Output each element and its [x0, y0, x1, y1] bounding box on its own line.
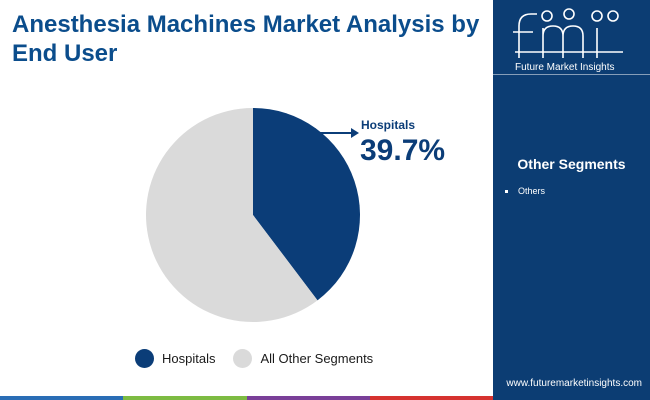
legend-item-hospitals: Hospitals	[135, 348, 216, 368]
pie-slice-all-other-segments	[145, 108, 318, 323]
legend-swatch-hospitals	[135, 348, 154, 368]
website-link[interactable]: www.futuremarketinsights.com	[506, 378, 642, 389]
bar-segment-red	[369, 396, 493, 400]
segments-list: Others	[505, 186, 545, 196]
brand-logo: Future Market Insights	[493, 0, 650, 75]
pie-chart	[145, 108, 360, 323]
other-segments-title: Other Segments	[517, 156, 626, 172]
legend-label-other: All Other Segments	[260, 350, 374, 366]
brand-text: Future Market Insights	[515, 62, 615, 73]
callout-value: 39.7%	[360, 134, 446, 167]
legend-item-other: All Other Segments	[233, 348, 374, 368]
fmi-logo-icon	[513, 8, 623, 58]
legend: Hospitals All Other Segments	[135, 346, 373, 370]
pie-slice-hospitals	[253, 108, 360, 301]
callout-arrow	[320, 128, 359, 138]
side-panel: Future Market Insights Other Segments Ot…	[493, 0, 650, 400]
bar-segment-purple	[246, 396, 370, 400]
list-item: Others	[505, 186, 545, 196]
legend-label-hospitals: Hospitals	[162, 350, 216, 366]
bar-segment-green	[123, 396, 247, 400]
bottom-color-bar	[0, 396, 493, 400]
pie-slices	[145, 108, 360, 323]
bullet-icon	[505, 189, 508, 193]
legend-swatch-other	[233, 348, 253, 368]
chart-title: Anesthesia Machines Market Analysis by E…	[12, 11, 480, 67]
callout-label: Hospitals	[361, 118, 416, 132]
segment-label: Others	[518, 186, 546, 196]
bar-segment-blue	[0, 396, 124, 400]
